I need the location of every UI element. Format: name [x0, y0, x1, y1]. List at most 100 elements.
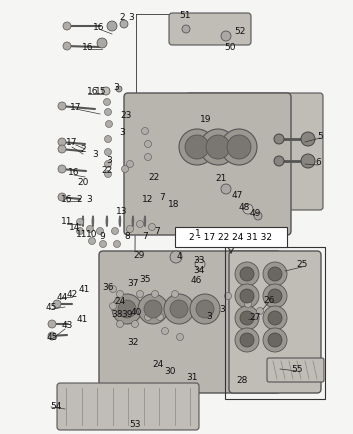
Circle shape	[190, 294, 220, 324]
Circle shape	[114, 241, 120, 248]
Circle shape	[112, 228, 119, 235]
Circle shape	[225, 293, 232, 300]
Text: 3: 3	[86, 195, 92, 204]
Circle shape	[63, 43, 71, 51]
Circle shape	[243, 204, 253, 214]
Circle shape	[240, 311, 254, 325]
Text: 16: 16	[68, 168, 80, 177]
Text: 41: 41	[76, 315, 88, 324]
Text: 16: 16	[87, 87, 99, 96]
Circle shape	[126, 161, 133, 168]
Circle shape	[170, 251, 182, 263]
Circle shape	[104, 149, 112, 156]
Text: 39: 39	[121, 310, 133, 319]
Text: 47: 47	[231, 191, 243, 200]
Circle shape	[245, 301, 251, 308]
Text: 14: 14	[69, 223, 81, 232]
Text: 3: 3	[219, 305, 225, 314]
Text: 36: 36	[102, 283, 114, 292]
Circle shape	[144, 141, 151, 148]
Text: 34: 34	[193, 266, 205, 275]
Circle shape	[185, 136, 209, 160]
Circle shape	[274, 135, 284, 145]
FancyBboxPatch shape	[99, 251, 281, 393]
Text: 29: 29	[133, 250, 145, 259]
Circle shape	[109, 303, 116, 310]
Circle shape	[104, 136, 112, 143]
Circle shape	[112, 294, 142, 324]
Circle shape	[301, 155, 315, 169]
Text: 53: 53	[129, 420, 141, 428]
Circle shape	[58, 146, 66, 154]
Circle shape	[104, 161, 112, 168]
Circle shape	[100, 241, 107, 248]
Text: 3: 3	[113, 82, 119, 91]
Text: 3: 3	[128, 13, 134, 23]
Circle shape	[116, 291, 124, 298]
Text: 12: 12	[142, 195, 154, 204]
Circle shape	[162, 328, 168, 335]
Text: 3: 3	[119, 128, 125, 137]
Text: 30: 30	[164, 367, 176, 376]
Circle shape	[164, 294, 194, 324]
Text: 16: 16	[82, 43, 94, 51]
Circle shape	[126, 226, 133, 233]
Text: 16: 16	[93, 23, 105, 31]
Text: 2 - 17 22 24 31 32: 2 - 17 22 24 31 32	[190, 233, 273, 242]
Circle shape	[268, 333, 282, 347]
Circle shape	[144, 314, 151, 321]
Text: 26: 26	[263, 296, 275, 305]
Circle shape	[254, 213, 262, 220]
Circle shape	[102, 88, 110, 96]
Text: 15: 15	[95, 87, 107, 96]
FancyBboxPatch shape	[124, 94, 291, 236]
Text: 13: 13	[116, 207, 128, 216]
Circle shape	[138, 294, 168, 324]
Text: 10: 10	[86, 230, 98, 239]
Circle shape	[103, 99, 110, 106]
FancyBboxPatch shape	[229, 251, 321, 393]
FancyBboxPatch shape	[267, 358, 324, 382]
Text: 17: 17	[66, 138, 78, 147]
Circle shape	[206, 136, 230, 160]
Text: 24: 24	[114, 297, 126, 306]
Circle shape	[137, 221, 144, 228]
Circle shape	[58, 139, 66, 147]
Text: 2: 2	[76, 195, 82, 204]
Circle shape	[63, 23, 71, 31]
Circle shape	[120, 21, 128, 29]
Circle shape	[104, 109, 112, 116]
Text: 24: 24	[152, 360, 164, 368]
Circle shape	[268, 289, 282, 303]
Circle shape	[235, 306, 259, 330]
Text: 38: 38	[111, 310, 123, 319]
Circle shape	[301, 133, 315, 147]
Text: 3: 3	[92, 150, 98, 159]
Text: 7: 7	[154, 227, 160, 236]
Text: 50: 50	[224, 43, 236, 53]
Text: 33: 33	[193, 256, 205, 265]
Circle shape	[106, 121, 113, 128]
Circle shape	[263, 328, 287, 352]
Text: 25: 25	[296, 260, 308, 269]
Circle shape	[221, 184, 231, 194]
Text: 32: 32	[127, 338, 139, 347]
Text: 48: 48	[238, 203, 250, 212]
Bar	[225, 247, 325, 399]
Text: 4: 4	[176, 252, 182, 261]
Circle shape	[126, 306, 133, 313]
Text: 28: 28	[236, 376, 248, 385]
Text: 27: 27	[249, 313, 261, 322]
Text: 43: 43	[61, 321, 73, 330]
Circle shape	[179, 130, 215, 166]
Text: 51: 51	[179, 10, 191, 20]
Circle shape	[263, 263, 287, 286]
Bar	[175, 227, 287, 247]
Text: 7: 7	[142, 232, 148, 241]
Circle shape	[149, 224, 156, 231]
Text: 31: 31	[186, 373, 198, 381]
Circle shape	[53, 300, 61, 308]
Circle shape	[58, 103, 66, 111]
Circle shape	[200, 130, 236, 166]
Circle shape	[274, 157, 284, 167]
